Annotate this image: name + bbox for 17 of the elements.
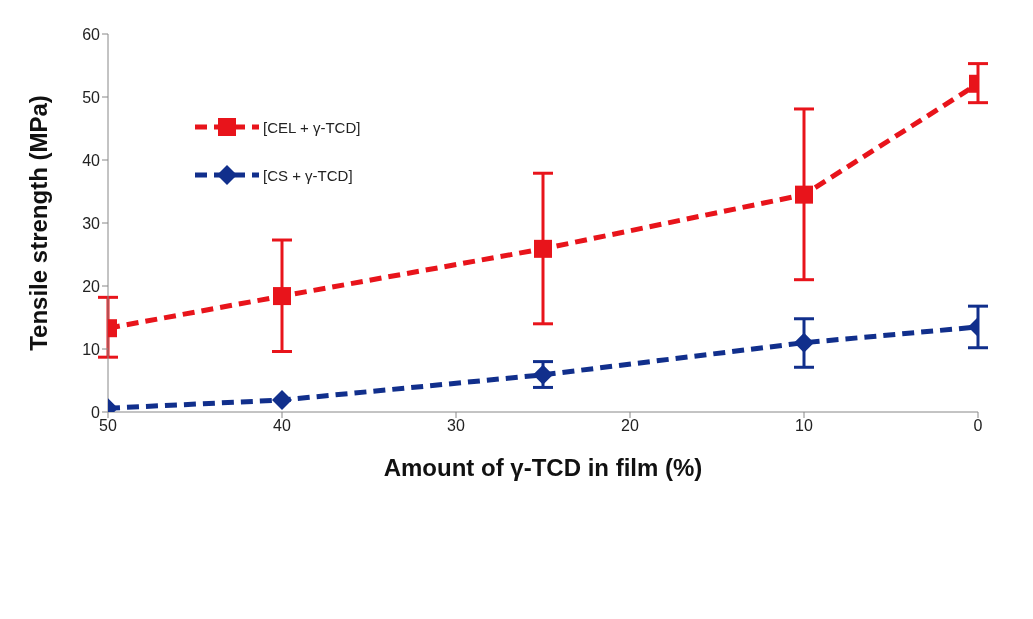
x-tick-label: 10 <box>795 417 813 435</box>
x-tick-label: 0 <box>973 417 983 435</box>
y-tick-label: 30 <box>82 214 101 232</box>
x-tick-label: 50 <box>99 417 117 435</box>
y-tick-label: 40 <box>82 151 101 169</box>
y-tick-label: 60 <box>82 25 101 43</box>
y-tick-label: 10 <box>82 340 101 358</box>
x-tick-label: 20 <box>621 417 639 435</box>
x-tick-label: 40 <box>273 417 291 435</box>
legend-label: [CS + γ-TCD] <box>263 166 353 184</box>
y-tick-label: 20 <box>82 277 101 295</box>
y-tick-label: 50 <box>82 88 101 106</box>
x-axis-title: Amount of γ-TCD in film (%) <box>383 454 703 481</box>
y-axis-title: Tensile strength (MPa) <box>24 95 52 351</box>
x-tick-label: 30 <box>447 417 465 435</box>
y-tick-label: 0 <box>91 403 101 421</box>
legend-label: [CEL + γ-TCD] <box>263 118 361 136</box>
